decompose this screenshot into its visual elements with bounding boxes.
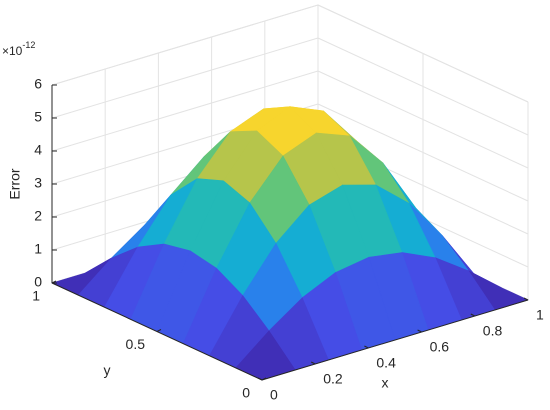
y-axis-label: y [104, 362, 111, 378]
y-tick-label: 0.5 [126, 336, 146, 352]
z-multiplier-base: ×10 [2, 44, 23, 58]
grid-line [52, 38, 318, 118]
x-tick-label: 0.6 [430, 339, 450, 355]
z-tick-label: 3 [34, 175, 42, 191]
x-tick-label: 1 [536, 307, 544, 323]
z-tick-label: 4 [34, 142, 42, 158]
box-edge [52, 5, 318, 85]
z-multiplier: ×10-12 [2, 40, 35, 58]
x-axis-label: x [382, 375, 389, 391]
z-tick-label: 5 [34, 109, 42, 125]
z-tick-label: 2 [34, 208, 42, 224]
z-multiplier-exponent: -12 [22, 40, 35, 50]
z-tick-label: 6 [34, 76, 42, 92]
x-tick-label: 0.4 [376, 355, 396, 371]
x-tick-label: 0.8 [483, 323, 503, 339]
x-tick-label: 0 [270, 387, 278, 403]
x-tick-label: 0.2 [323, 371, 343, 387]
y-tick-label: 1 [32, 288, 40, 304]
y-tick-label: 0 [242, 385, 250, 401]
z-tick-label: 1 [34, 241, 42, 257]
z-axis-label: Error [7, 168, 23, 199]
